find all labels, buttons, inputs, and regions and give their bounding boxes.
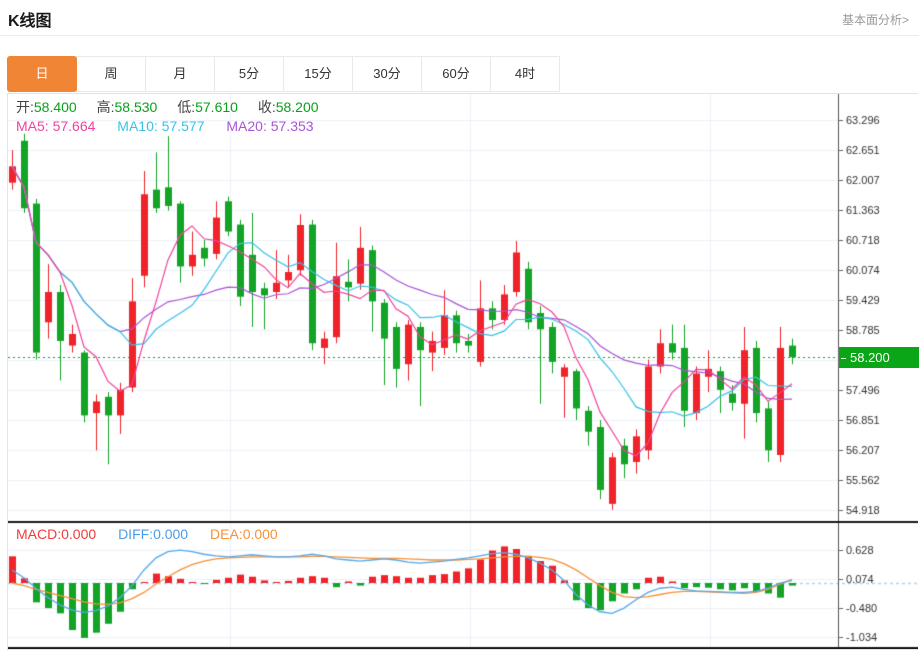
diff-value: 0.000 <box>153 526 189 542</box>
dea-label: DEA: <box>210 526 243 542</box>
tab-day[interactable]: 日 <box>7 56 77 92</box>
macd-label: MACD: <box>16 526 62 542</box>
tab-60min[interactable]: 60分 <box>421 56 491 92</box>
ma-legend: MA5: 57.664 MA10: 57.577 MA20: 57.353 <box>16 118 332 134</box>
open-value: 58.400 <box>33 99 77 115</box>
macd-value: 0.000 <box>61 526 97 542</box>
ma20-label: MA20: <box>226 118 267 134</box>
dea-value: 0.000 <box>242 526 278 542</box>
ma20-value: 57.353 <box>270 118 314 134</box>
header-divider <box>0 35 919 36</box>
current-price-badge: 58.200 <box>839 347 919 368</box>
tab-week[interactable]: 周 <box>76 56 146 92</box>
tab-5min[interactable]: 5分 <box>214 56 284 92</box>
macd-legend: MACD:0.000 DIFF:0.000 DEA:0.000 <box>16 526 296 542</box>
ohlc-legend: 开:58.400 高:58.530 低:57.610 收:58.200 <box>16 97 335 117</box>
low-value: 57.610 <box>195 99 238 115</box>
low-label: 低: <box>177 99 196 115</box>
high-value: 58.530 <box>114 99 158 115</box>
period-tabbar: 日 周 月 5分 15分 30分 60分 4时 <box>7 56 560 92</box>
ma10-value: 57.577 <box>161 118 205 134</box>
close-value: 58.200 <box>275 99 319 115</box>
tab-30min[interactable]: 30分 <box>352 56 422 92</box>
close-label: 收: <box>257 99 276 115</box>
tab-month[interactable]: 月 <box>145 56 215 92</box>
ma5-label: MA5: <box>16 118 49 134</box>
current-price-value: 58.200 <box>850 350 890 365</box>
price-badge-tick <box>841 358 846 360</box>
tab-15min[interactable]: 15分 <box>283 56 353 92</box>
open-label: 开: <box>16 99 34 115</box>
high-label: 高: <box>96 99 115 115</box>
page-title: K线图 <box>8 13 52 30</box>
kline-macd-canvas[interactable] <box>8 94 918 649</box>
tab-4hour[interactable]: 4时 <box>490 56 560 92</box>
fundamental-analysis-link[interactable]: 基本面分析> <box>841 13 909 27</box>
ma5-value: 57.664 <box>52 118 96 134</box>
diff-label: DIFF: <box>118 526 154 542</box>
ma10-label: MA10: <box>117 118 158 134</box>
